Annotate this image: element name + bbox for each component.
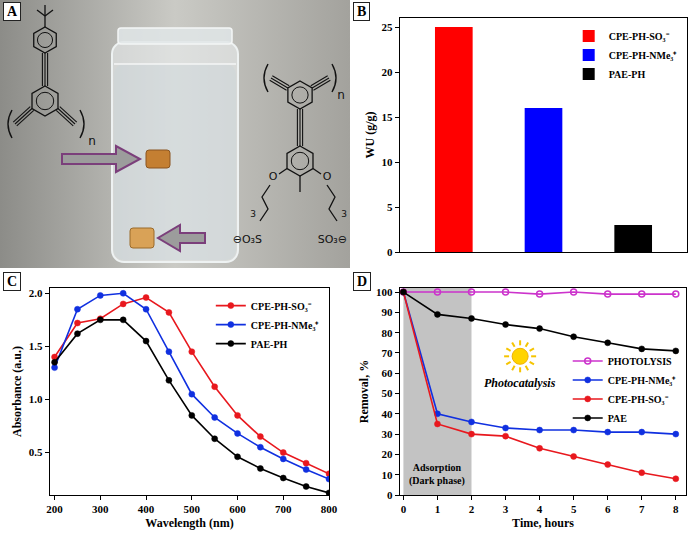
svg-text:200: 200 <box>46 503 63 515</box>
svg-text:SO₃⊖: SO₃⊖ <box>318 233 347 246</box>
html-text:A: A <box>7 4 18 19</box>
svg-text:3: 3 <box>250 209 256 219</box>
svg-text:0: 0 <box>387 246 393 258</box>
svg-text:25: 25 <box>382 21 394 33</box>
svg-text:70: 70 <box>382 347 394 359</box>
svg-text:6: 6 <box>605 503 611 515</box>
svg-text:0: 0 <box>401 503 407 515</box>
svg-text:PAE-PH: PAE-PH <box>609 69 646 80</box>
svg-text:WU (g/g): WU (g/g) <box>363 112 377 159</box>
svg-text:7: 7 <box>639 503 645 515</box>
svg-text:2: 2 <box>469 503 475 515</box>
svg-text:PAE-PH: PAE-PH <box>251 339 288 350</box>
svg-text:500: 500 <box>184 503 201 515</box>
svg-text:10: 10 <box>382 469 394 481</box>
svg-text:Absorbance (a.u.): Absorbance (a.u.) <box>10 346 24 437</box>
svg-text:⊖O₃S: ⊖O₃S <box>233 233 262 246</box>
svg-text:Time, hours: Time, hours <box>512 516 574 530</box>
svg-text:Removal, %: Removal, % <box>357 360 371 423</box>
svg-text:90: 90 <box>382 306 394 318</box>
svg-text:5: 5 <box>387 201 393 213</box>
svg-text:60: 60 <box>382 367 394 379</box>
svg-text:8: 8 <box>673 503 679 515</box>
svg-text:CPE-PH-NMe₃⁺: CPE-PH-NMe₃⁺ <box>251 320 320 331</box>
svg-text:4: 4 <box>537 503 543 515</box>
svg-text:PAE: PAE <box>608 413 628 424</box>
svg-text:30: 30 <box>382 428 394 440</box>
svg-text:0.5: 0.5 <box>29 446 43 458</box>
svg-text:1: 1 <box>435 503 441 515</box>
svg-text:800: 800 <box>321 503 338 515</box>
svg-text:0: 0 <box>387 489 393 501</box>
svg-text:CPE-PH-SO₃⁻: CPE-PH-SO₃⁻ <box>251 301 312 312</box>
svg-text:CPE-PH-SO₃⁻: CPE-PH-SO₃⁻ <box>609 31 670 42</box>
svg-text:2.0: 2.0 <box>29 287 43 299</box>
svg-text:Adsorption(Dark phase): Adsorption(Dark phase) <box>409 462 465 487</box>
html-text:B: B <box>357 4 367 19</box>
svg-text:1.0: 1.0 <box>29 393 43 405</box>
svg-text:20: 20 <box>382 448 394 460</box>
svg-text:3: 3 <box>503 503 509 515</box>
svg-text:1.5: 1.5 <box>29 340 43 352</box>
svg-text:300: 300 <box>92 503 109 515</box>
svg-text:CPE-PH-NMe₃⁺: CPE-PH-NMe₃⁺ <box>609 50 678 61</box>
svg-text:400: 400 <box>138 503 155 515</box>
svg-text:100: 100 <box>376 286 393 298</box>
html-text:D: D <box>357 274 368 289</box>
svg-text:80: 80 <box>382 327 394 339</box>
svg-text:20: 20 <box>382 66 394 78</box>
svg-text:PHOTOLYSIS: PHOTOLYSIS <box>608 356 672 367</box>
svg-text:40: 40 <box>382 408 394 420</box>
svg-text:700: 700 <box>275 503 292 515</box>
svg-text:600: 600 <box>229 503 246 515</box>
svg-text:CPE-PH-SO₃⁻: CPE-PH-SO₃⁻ <box>608 394 669 405</box>
svg-text:n: n <box>337 88 345 102</box>
svg-text:CPE-PH-NMe₃⁺: CPE-PH-NMe₃⁺ <box>608 375 677 386</box>
svg-text:50: 50 <box>382 387 394 399</box>
svg-text:n: n <box>88 134 96 148</box>
svg-text:15: 15 <box>382 111 394 123</box>
svg-text:Photocatalysis: Photocatalysis <box>484 376 556 390</box>
html-text:C: C <box>7 274 18 289</box>
svg-text:3: 3 <box>341 209 347 219</box>
svg-text:O: O <box>269 170 278 183</box>
svg-text:5: 5 <box>571 503 577 515</box>
svg-text:10: 10 <box>382 156 394 168</box>
svg-text:O: O <box>323 170 332 183</box>
svg-text:Wavelength (nm): Wavelength (nm) <box>145 516 233 530</box>
